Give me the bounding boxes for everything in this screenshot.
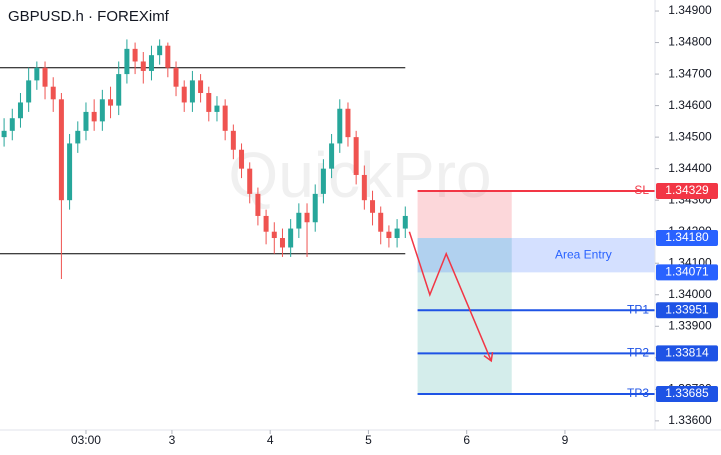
candle-body (263, 215, 269, 232)
candle-body (83, 111, 89, 131)
candle-body (279, 238, 285, 248)
price-badge-label: 1.34071 (665, 265, 709, 279)
tp-label: TP2 (627, 346, 649, 360)
candle-body (1, 130, 7, 138)
candle-body (214, 105, 220, 112)
y-tick-label: 1.34500 (668, 129, 712, 143)
candle-body (312, 193, 318, 223)
price-badge (656, 302, 718, 319)
candle-body (124, 48, 130, 75)
candle-body (288, 228, 294, 248)
candles (0, 39, 408, 279)
entry-label: Area Entry (555, 247, 612, 261)
candle-body (271, 231, 277, 239)
x-tick-label: 6 (463, 433, 470, 447)
candle-body (9, 118, 15, 131)
candle-body (337, 108, 343, 144)
price-badge (656, 264, 718, 281)
trade-setup: Area Entry SL TP1 TP2 TP3 (408, 183, 655, 400)
candle-body (99, 99, 105, 122)
price-badge-label: 1.34180 (665, 230, 709, 244)
candle-body (361, 174, 367, 201)
candle-body (140, 61, 146, 71)
candle-body (34, 67, 40, 81)
candle-body (255, 193, 261, 216)
risk-zone (417, 191, 512, 239)
price-badge-label: 1.33951 (665, 302, 709, 316)
candle-body (320, 168, 326, 194)
price-badges: 1.33951 1.33814 1.33685 1.34329 1.34180 1.340… (656, 183, 718, 403)
candle-body (17, 102, 23, 119)
candle-body (165, 45, 171, 68)
price-badge-label: 1.33814 (665, 346, 709, 360)
y-tick-label: 1.34800 (668, 35, 712, 49)
watermark: QuickPro (228, 139, 491, 211)
candle-body (402, 215, 408, 229)
price-badge (656, 230, 718, 247)
candle-body (58, 99, 64, 201)
candle-body (26, 80, 32, 103)
candle-body (67, 143, 73, 201)
y-tick-label: 1.33600 (668, 413, 712, 427)
candle-body (345, 108, 351, 138)
y-tick-label: 1.33900 (668, 318, 712, 332)
candle-body (222, 105, 228, 131)
sl-label: SL (634, 183, 649, 197)
candle-body (386, 231, 392, 239)
candle-body (198, 80, 204, 93)
chart-title: GBPUSD.h · FOREXimf (8, 8, 170, 25)
price-badge (656, 345, 718, 362)
x-tick-label: 03:00 (71, 433, 101, 447)
candle-body (378, 212, 384, 232)
candle-body (75, 130, 81, 144)
candle-body (157, 45, 163, 56)
candle-body (91, 111, 97, 122)
candle-body (116, 74, 122, 106)
candle-body (329, 143, 335, 169)
price-badge (656, 386, 718, 403)
candle-body (148, 55, 154, 71)
y-tick-label: 1.34700 (668, 66, 712, 80)
entry-zone (417, 238, 655, 273)
tp-label: TP1 (627, 302, 649, 316)
candle-body (181, 86, 187, 103)
candle-body (50, 86, 56, 100)
price-badge-label: 1.33685 (665, 386, 709, 400)
y-tick-label: 1.34600 (668, 98, 712, 112)
candle-body (247, 168, 253, 194)
x-tick-label: 4 (267, 433, 274, 447)
x-tick-label: 3 (169, 433, 176, 447)
x-tick-label: 5 (365, 433, 372, 447)
candle-body (239, 149, 245, 169)
candle-body (132, 48, 138, 62)
y-tick-label: 1.34900 (668, 3, 712, 17)
candle-body (370, 200, 376, 213)
candle-body (42, 67, 48, 87)
price-badge-label: 1.34329 (665, 183, 709, 197)
price-badge (656, 183, 718, 200)
candle-body (108, 99, 114, 106)
candle-body (296, 212, 302, 229)
tp-label: TP3 (627, 386, 649, 400)
y-tick-label: 1.34000 (668, 287, 712, 301)
candle-body (206, 92, 212, 112)
y-tick-label: 1.34400 (668, 161, 712, 175)
candle-body (304, 212, 310, 223)
x-tick-label: 9 (562, 433, 569, 447)
candle-body (189, 80, 195, 103)
candle-body (230, 130, 236, 150)
reward-zone (417, 238, 512, 395)
candle-body (173, 67, 179, 87)
candle-body (394, 228, 400, 239)
projection-arrowhead (483, 351, 494, 363)
candle-body (353, 137, 359, 175)
projection-path (408, 231, 492, 362)
